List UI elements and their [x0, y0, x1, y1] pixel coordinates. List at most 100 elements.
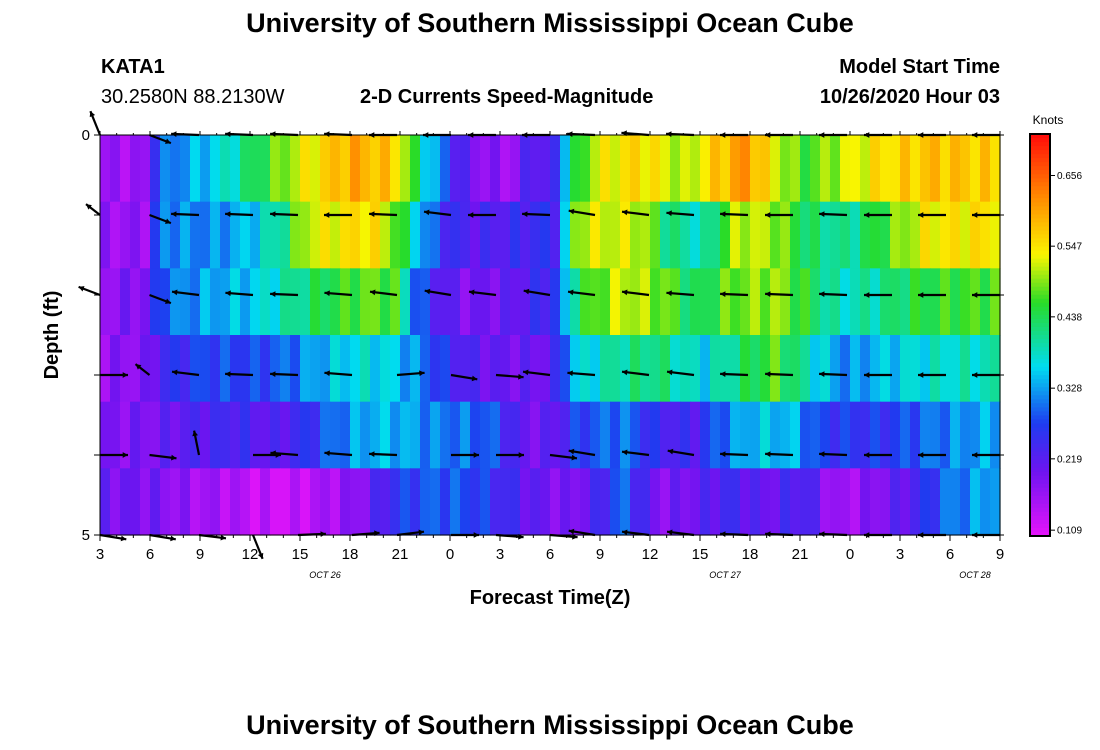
vector-arrowhead [765, 531, 771, 537]
heatmap-cell [220, 201, 231, 269]
heatmap-cell [480, 335, 491, 403]
heatmap-cell [740, 468, 751, 536]
heatmap-cell [420, 401, 431, 469]
colorbar-segment [1030, 218, 1050, 224]
colorbar-segment [1030, 294, 1050, 300]
heatmap-cell [910, 401, 921, 469]
colorbar-segment [1030, 158, 1050, 163]
heatmap-cell [860, 335, 871, 403]
heatmap-cell [330, 135, 341, 203]
heatmap-cell [100, 268, 111, 336]
heatmap-cell [300, 468, 311, 536]
heatmap-cell [810, 335, 821, 403]
heatmap-cell [290, 135, 301, 203]
vector-arrowhead [864, 292, 870, 298]
colorbar-segment [1030, 451, 1050, 457]
heatmap-cell [320, 335, 331, 403]
heatmap-cell [770, 468, 781, 536]
heatmap-cell [170, 401, 181, 469]
heatmap-cell [420, 135, 431, 203]
heatmap-cell [870, 335, 881, 403]
heatmap-cell [730, 468, 741, 536]
heatmap-cell [220, 401, 231, 469]
heatmap-cell [790, 201, 801, 269]
heatmap-cell [460, 401, 471, 469]
vector-arrowhead [568, 528, 575, 535]
heatmap-cell [870, 268, 881, 336]
heatmap-cell [280, 335, 291, 403]
heatmap-cell [460, 268, 471, 336]
colorbar-segment [1030, 306, 1050, 312]
heatmap-cell [500, 201, 511, 269]
vector-arrowhead [622, 209, 628, 216]
colorbar-segment [1030, 254, 1050, 260]
heatmap-cell [700, 468, 711, 536]
x-tick-label: 15 [292, 546, 309, 563]
heatmap-cell [230, 468, 241, 536]
heatmap-cell [520, 401, 531, 469]
heatmap-cell [360, 268, 371, 336]
date-label: OCT 27 [709, 570, 742, 580]
heatmap-cell [860, 268, 871, 336]
heatmap-cell [250, 268, 261, 336]
colorbar-segment [1030, 242, 1050, 248]
vector-arrowhead [270, 211, 276, 217]
x-tick-label: 12 [242, 546, 259, 563]
x-tick-label: 0 [846, 546, 854, 563]
colorbar-segment [1030, 395, 1050, 400]
date-label: OCT 28 [959, 570, 991, 580]
x-axis: 3 6 9 12 15 18 21 0 3 6 9 12 15 18 21 0 3 6 9 OCT 26 OCT 27 O… [96, 131, 1004, 580]
heatmap-cell [220, 268, 231, 336]
heatmap-cell [760, 335, 771, 403]
heatmap-cell [920, 201, 931, 269]
heatmap-cell [730, 335, 741, 403]
heatmap-cell [580, 201, 591, 269]
colorbar-segment [1030, 347, 1050, 352]
heatmap-cell [530, 468, 541, 536]
heatmap-cell [450, 135, 461, 203]
heatmap-cell [180, 401, 191, 469]
heatmap-cell [160, 135, 171, 203]
colorbar-segment [1030, 443, 1050, 449]
colorbar-segment [1030, 206, 1050, 211]
heatmap-cell [610, 335, 621, 403]
vector-arrowhead [864, 212, 870, 218]
heatmap-cell [270, 268, 281, 336]
vector-arrowhead [720, 531, 726, 537]
vector-arrowhead [324, 290, 330, 297]
heatmap-cell [800, 201, 811, 269]
x-tick-label: 9 [196, 546, 204, 563]
heatmap-cell [330, 268, 341, 336]
heatmap-cell [710, 201, 721, 269]
heatmap-cell [900, 135, 911, 203]
heatmap-cell [630, 201, 641, 269]
vector-arrowhead [667, 369, 673, 376]
heatmap-cell [600, 201, 611, 269]
x-tick-label: 18 [342, 546, 359, 563]
vector-arrowhead [622, 449, 628, 456]
heatmap-cell [340, 401, 351, 469]
heatmap-cell [310, 468, 321, 536]
heatmap-cell [420, 468, 431, 536]
heatmap-cell [390, 335, 401, 403]
heatmap-cell [480, 201, 491, 269]
heatmap-cell [430, 201, 441, 269]
x-tick-label: 21 [792, 546, 809, 563]
heatmap-cell [910, 335, 921, 403]
heatmap-cell [980, 401, 991, 469]
heatmap-cell [300, 268, 311, 336]
colorbar-segment [1030, 339, 1050, 344]
heatmap-cell [830, 401, 841, 469]
heatmap-cell [660, 268, 671, 336]
heatmap-cell [120, 135, 131, 203]
colorbar-segment [1030, 314, 1050, 320]
x-tick-label: 21 [392, 546, 409, 563]
heatmap-cell [240, 135, 251, 203]
heatmap-cell [130, 268, 141, 336]
heatmap-cell [280, 268, 291, 336]
colorbar-segment [1030, 214, 1050, 220]
heatmap-cell [230, 135, 241, 203]
heatmap-cell [280, 401, 291, 469]
colorbar-segment [1030, 226, 1050, 232]
heatmap-cell [500, 468, 511, 536]
